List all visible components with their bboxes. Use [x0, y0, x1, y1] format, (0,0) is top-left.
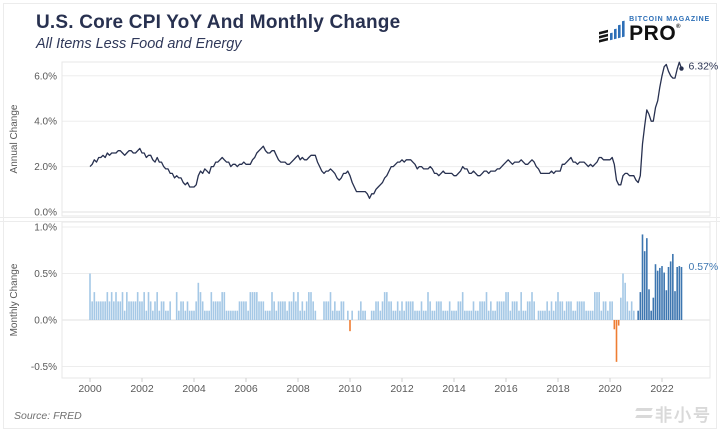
- svg-text:2006: 2006: [234, 383, 258, 395]
- yoy-annotation: 6.32%: [689, 61, 719, 73]
- monthly-change-y-axis: 1.0% 0.5% 0.0% -0.5% Monthly Change: [9, 223, 57, 374]
- svg-text:Annual Change: Annual Change: [9, 104, 20, 173]
- x-axis-years: 2000 2002 2004 2006 2008 2010 2012 2014 2016 2018…: [78, 378, 674, 395]
- mom-bars: [89, 234, 683, 362]
- svg-text:2000: 2000: [78, 383, 102, 395]
- svg-text:2.0%: 2.0%: [34, 162, 57, 173]
- svg-text:0.5%: 0.5%: [34, 269, 57, 280]
- watermark-logo-icon: [635, 407, 653, 420]
- svg-text:0.57%: 0.57%: [689, 261, 719, 273]
- svg-text:2012: 2012: [390, 383, 414, 395]
- watermark: 非小号: [635, 401, 712, 426]
- svg-text:Monthly Change: Monthly Change: [9, 263, 20, 336]
- svg-text:2004: 2004: [182, 383, 206, 395]
- yoy-line: [89, 61, 684, 200]
- logo-product: PRO ®: [629, 22, 682, 45]
- svg-text:0.0%: 0.0%: [34, 316, 57, 327]
- mom-annotation: 0.57%: [689, 261, 719, 273]
- logo-text: BITCOIN MAGAZINE PRO ®: [629, 16, 710, 44]
- gridlines: [62, 75, 710, 367]
- logo-bars-icon: [599, 20, 625, 43]
- svg-text:2016: 2016: [494, 383, 518, 395]
- svg-text:2020: 2020: [598, 383, 622, 395]
- chart-title: U.S. Core CPI YoY And Monthly Change: [36, 12, 401, 33]
- chart-subtitle: All Items Less Food and Energy: [36, 36, 242, 52]
- svg-text:1.0%: 1.0%: [34, 223, 57, 234]
- svg-text:0.0%: 0.0%: [34, 208, 57, 219]
- plot-borders: [0, 61, 720, 379]
- svg-text:2010: 2010: [338, 383, 362, 395]
- svg-text:-0.5%: -0.5%: [31, 362, 57, 373]
- svg-text:6.0%: 6.0%: [34, 71, 57, 82]
- watermark-text: 非小号: [655, 406, 712, 425]
- svg-text:2018: 2018: [546, 383, 570, 395]
- svg-text:2008: 2008: [286, 383, 310, 395]
- svg-text:2002: 2002: [130, 383, 154, 395]
- logo-brand: BITCOIN MAGAZINE: [629, 16, 710, 23]
- chart-header: U.S. Core CPI YoY And Monthly Change All…: [36, 12, 400, 52]
- annual-change-y-axis: 0.0% 2.0% 4.0% 6.0% Annual Change: [9, 71, 57, 218]
- source-label: Source: FRED: [14, 410, 82, 422]
- svg-text:4.0%: 4.0%: [34, 117, 57, 128]
- svg-text:2014: 2014: [442, 383, 466, 395]
- bitcoin-magazine-pro-logo: BITCOIN MAGAZINE PRO ®: [599, 16, 710, 44]
- svg-text:6.32%: 6.32%: [689, 61, 719, 73]
- svg-text:2022: 2022: [650, 383, 674, 395]
- registered-mark-icon: ®: [676, 24, 682, 30]
